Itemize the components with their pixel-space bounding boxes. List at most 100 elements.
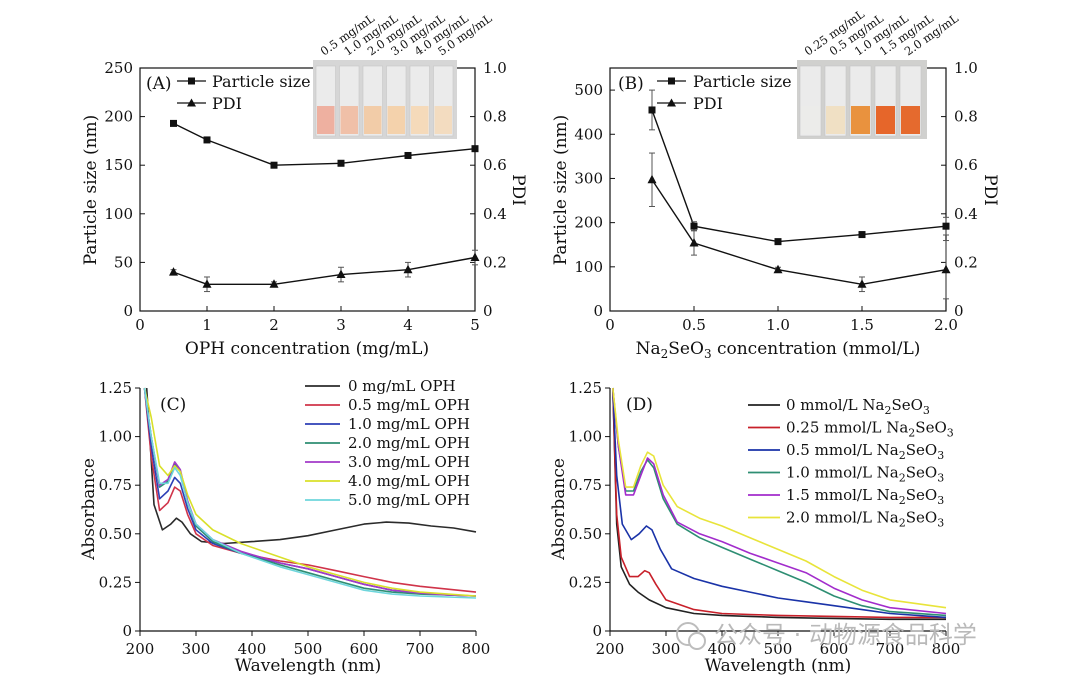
data-point-square (337, 159, 345, 167)
spectrum-line (612, 387, 947, 609)
data-point-square (858, 231, 866, 239)
data-point-triangle (857, 279, 867, 288)
x-tick-label: 700 (406, 640, 435, 658)
panel-d-x-axis-label: Wavelength (nm) (705, 656, 852, 676)
y-tick-label: 0.25 (569, 573, 602, 591)
x-tick-label: 1.0 (766, 316, 790, 334)
legend-label-part: SeO (906, 509, 937, 527)
legend-triangle-marker (187, 98, 196, 107)
y-tick-left-label: 300 (574, 169, 603, 187)
x-tick-label: 0.5 (682, 316, 706, 334)
x-tick-label: 1 (202, 316, 212, 334)
y-tick-right-label: 0.4 (954, 205, 978, 223)
data-point-square (471, 145, 479, 153)
data-point-square (774, 238, 782, 246)
legend-label-part: 1.5 mmol/L Na (786, 486, 899, 504)
legend-label: 3.0 mg/mL OPH (348, 453, 470, 471)
x-tick-label: 5 (470, 316, 480, 334)
legend-square-marker (668, 77, 675, 85)
data-point-triangle (470, 252, 480, 262)
legend-label: 0 mmol/L Na2SeO3 (786, 396, 930, 417)
vial-liquid (317, 106, 335, 134)
panel-b-vials-inset: 0.25 mg/mL0.5 mg/mL1.0 mg/mL1.5 mg/mL2.0… (797, 7, 961, 139)
y-tick-label: 1.00 (99, 428, 132, 446)
data-point-triangle (202, 279, 212, 288)
legend-label-part: SeO (891, 396, 922, 414)
panel-b-label: (B) (618, 74, 644, 94)
panel-c-label: (C) (160, 395, 186, 415)
y-tick-label: 1.25 (99, 379, 132, 397)
panel-c-y-axis-label: Absorbance (79, 458, 99, 561)
legend-label: 0.5 mg/mL OPH (348, 396, 470, 414)
data-point-triangle (169, 267, 178, 276)
spectrum-line (612, 387, 947, 615)
x-tick-label: 800 (932, 640, 961, 658)
legend-label: 2.0 mmol/L Na2SeO3 (786, 509, 944, 530)
legend-label: 1.5 mmol/L Na2SeO3 (786, 486, 944, 507)
data-point-square (270, 161, 278, 169)
legend-particle-size: Particle size (693, 72, 792, 91)
panel-a-label: (A) (146, 74, 172, 94)
data-point-triangle (336, 269, 346, 279)
spectrum-line (145, 387, 477, 545)
spectrum-line (143, 387, 477, 597)
legend-triangle-marker (667, 98, 676, 107)
y-tick-label: 0.25 (99, 573, 132, 591)
x-tick-label: 300 (182, 640, 211, 658)
y-tick-left-label: 0 (593, 302, 603, 320)
legend-label: 0.25 mmol/L Na2SeO3 (786, 419, 954, 440)
data-point-square (203, 136, 211, 144)
panel-b: (B) Particle size PDI 0.25 mg/mL0.5 mg/m… (551, 7, 1000, 361)
data-point-triangle (269, 279, 279, 288)
legend-label-part: SeO (906, 486, 937, 504)
inset-photo (313, 60, 457, 139)
data-point-square (942, 222, 950, 230)
legend-label: 1.0 mmol/L Na2SeO3 (786, 464, 944, 485)
spectrum-line (612, 387, 946, 619)
y-tick-left-label: 400 (574, 125, 603, 143)
legend-label: 4.0 mg/mL OPH (348, 472, 470, 490)
legend-square-marker (188, 77, 195, 85)
panel-b-x-axis-label: Na2SeO3 concentration (mmol/L) (636, 339, 921, 361)
y-tick-right-label: 0.4 (483, 205, 507, 223)
panel-a-y-axis-label-right: PDI (508, 174, 528, 206)
x-tick-label: 400 (708, 640, 737, 658)
data-point-square (690, 222, 698, 230)
legend-particle-size: Particle size (212, 72, 311, 91)
y-tick-label: 0.50 (569, 525, 602, 543)
y-tick-right-label: 1.0 (954, 59, 978, 77)
x-tick-label: 2 (269, 316, 279, 334)
legend-pdi: PDI (212, 94, 242, 113)
legend-label-part: 2 (899, 517, 906, 530)
legend-label-part: SeO (906, 464, 937, 482)
data-point-square (404, 151, 412, 159)
y-tick-label: 0 (122, 622, 132, 640)
y-tick-right-label: 0.2 (483, 253, 507, 271)
vial-liquid (387, 106, 405, 134)
vial-liquid (434, 106, 452, 134)
x-tick-label: 500 (764, 640, 793, 658)
watermark-text: 公众号 · 动物源食品科学 (714, 621, 977, 649)
legend-label: 2.0 mg/mL OPH (348, 434, 470, 452)
y-tick-right-label: 0.6 (483, 156, 507, 174)
vial-liquid (411, 106, 429, 134)
legend-label-part: 3 (947, 427, 954, 440)
watermark: 公众号 · 动物源食品科学 (676, 621, 977, 650)
data-point-triangle (773, 264, 783, 274)
y-tick-left-label: 100 (574, 258, 603, 276)
panel-c-x-axis-label: Wavelength (nm) (235, 656, 382, 676)
data-point-triangle (689, 237, 699, 247)
x-tick-label: 600 (350, 640, 379, 658)
panel-b-legend: Particle size PDI (657, 72, 792, 113)
legend-label-part: 2 (908, 427, 915, 440)
y-tick-left-label: 100 (104, 205, 133, 223)
legend-label-part: 3 (923, 404, 930, 417)
x-tick-label: 600 (820, 640, 849, 658)
x-tick-label: 3 (336, 316, 346, 334)
panel-a-legend: Particle size PDI (177, 72, 311, 113)
spectrum-line (612, 387, 947, 619)
legend-label: 1.0 mg/mL OPH (348, 415, 470, 433)
series-line-square (173, 122, 476, 166)
x-tick-label: 4 (403, 316, 413, 334)
